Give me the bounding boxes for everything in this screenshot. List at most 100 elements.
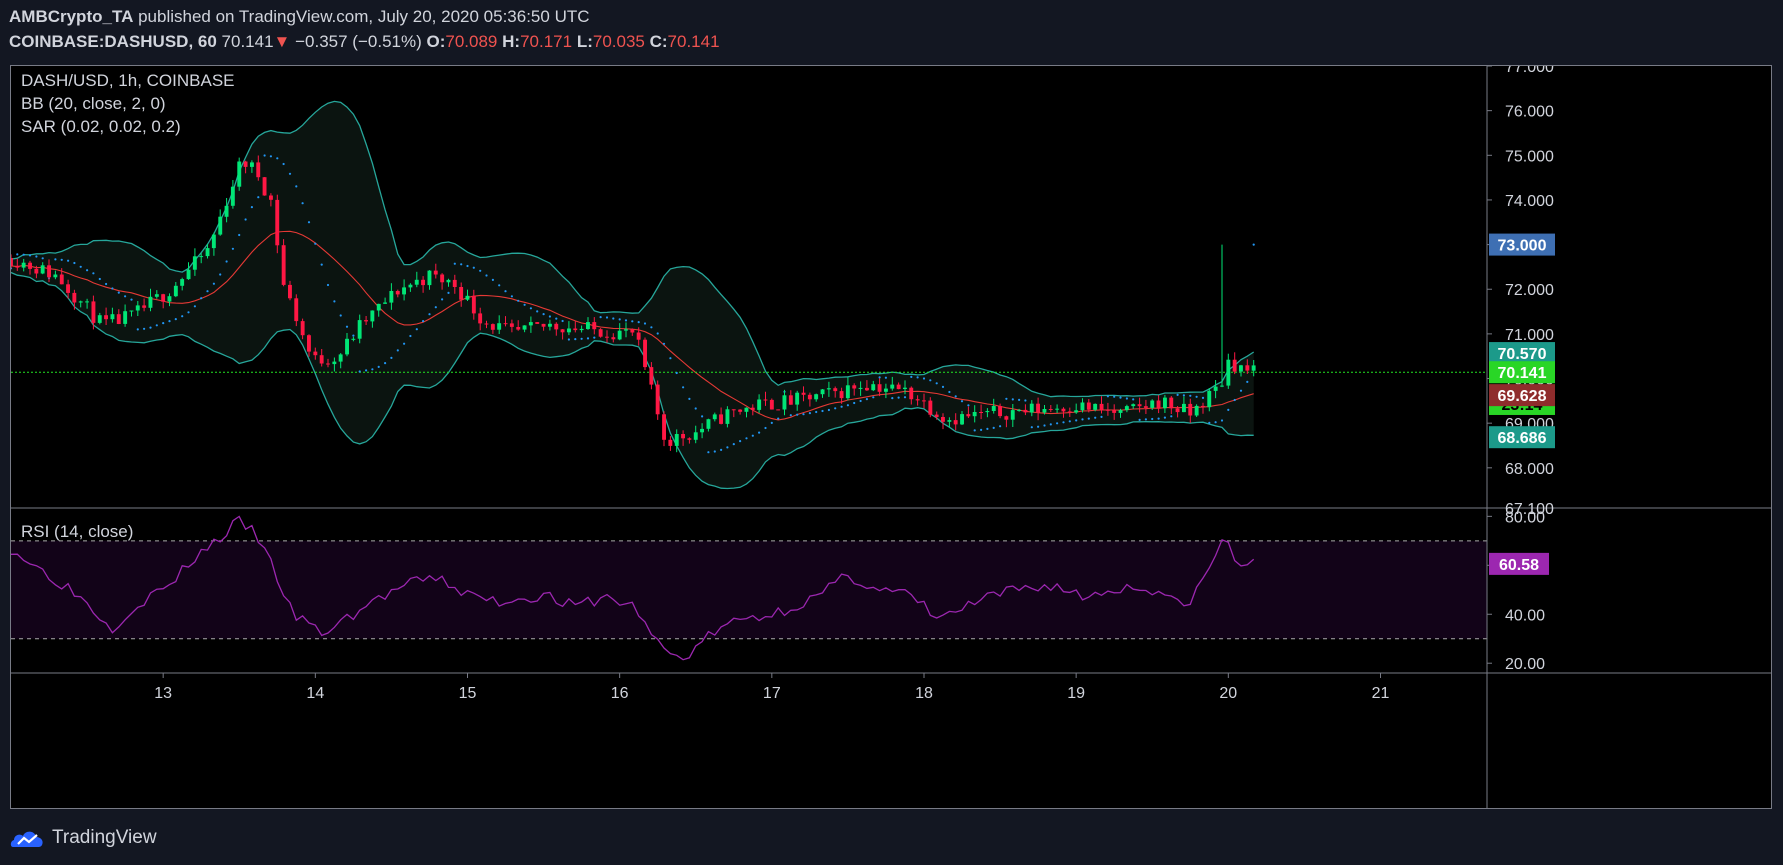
candle-body[interactable] bbox=[1067, 411, 1072, 413]
price-axis-label[interactable] bbox=[1489, 426, 1555, 449]
candle-body[interactable] bbox=[275, 199, 280, 246]
candle-body[interactable] bbox=[288, 284, 292, 299]
candle-body[interactable] bbox=[237, 161, 242, 187]
candle-body[interactable] bbox=[1048, 409, 1053, 410]
candle-body[interactable] bbox=[1061, 408, 1066, 412]
candle-body[interactable] bbox=[535, 322, 540, 324]
candle-body[interactable] bbox=[979, 412, 983, 413]
candle-body[interactable] bbox=[541, 323, 546, 327]
candle-body[interactable] bbox=[34, 268, 39, 274]
candle-body[interactable] bbox=[433, 270, 438, 275]
candle-body[interactable] bbox=[440, 274, 445, 283]
candle-body[interactable] bbox=[700, 428, 704, 433]
candle-body[interactable] bbox=[725, 409, 730, 424]
candle-body[interactable] bbox=[858, 387, 863, 389]
chart-canvas[interactable]: 67.10068.00069.00070.00071.00072.00073.0… bbox=[9, 59, 1771, 808]
candle-body[interactable] bbox=[218, 216, 223, 235]
candle-body[interactable] bbox=[554, 323, 559, 330]
sar-legend[interactable]: SAR (0.02, 0.02, 0.2) bbox=[21, 117, 181, 136]
candle-body[interactable] bbox=[624, 329, 628, 331]
candle-body[interactable] bbox=[636, 332, 641, 340]
candle-body[interactable] bbox=[186, 269, 191, 280]
candle-body[interactable] bbox=[522, 325, 527, 330]
candle-body[interactable] bbox=[192, 256, 197, 270]
candle-body[interactable] bbox=[1055, 408, 1060, 410]
candle-body[interactable] bbox=[376, 303, 381, 311]
candle-body[interactable] bbox=[110, 314, 115, 320]
candle-body[interactable] bbox=[972, 412, 977, 417]
candle-body[interactable] bbox=[370, 310, 375, 322]
candle-body[interactable] bbox=[383, 302, 387, 304]
candle-body[interactable] bbox=[15, 265, 20, 268]
symbol-label[interactable]: COINBASE:DASHUSD, 60 bbox=[9, 32, 217, 51]
candle-body[interactable] bbox=[579, 328, 584, 331]
candle-body[interactable] bbox=[744, 407, 749, 412]
candle-body[interactable] bbox=[896, 384, 901, 390]
candle-body[interactable] bbox=[719, 414, 723, 424]
candle-body[interactable] bbox=[668, 439, 673, 446]
candle-body[interactable] bbox=[1017, 409, 1021, 411]
candle-body[interactable] bbox=[662, 414, 666, 440]
candle-body[interactable] bbox=[820, 389, 825, 395]
candle-body[interactable] bbox=[484, 323, 489, 325]
candle-body[interactable] bbox=[59, 274, 64, 285]
candle-body[interactable] bbox=[47, 265, 51, 278]
bb-lower-line[interactable] bbox=[10, 271, 1254, 490]
author-name[interactable]: AMBCrypto_TA bbox=[9, 7, 134, 26]
candle-body[interactable] bbox=[1074, 410, 1079, 413]
candle-body[interactable] bbox=[903, 387, 907, 389]
candle-body[interactable] bbox=[1036, 403, 1040, 413]
candle-body[interactable] bbox=[807, 394, 812, 400]
price-axis-label[interactable] bbox=[1489, 361, 1555, 384]
candle-body[interactable] bbox=[104, 315, 108, 320]
candle-body[interactable] bbox=[1042, 409, 1047, 413]
candle-body[interactable] bbox=[471, 295, 476, 314]
candle-body[interactable] bbox=[281, 245, 286, 285]
candle-body[interactable] bbox=[1093, 403, 1098, 410]
candle-body[interactable] bbox=[173, 285, 178, 297]
candle-body[interactable] bbox=[630, 329, 635, 333]
candle-body[interactable] bbox=[757, 399, 762, 410]
candle-body[interactable] bbox=[763, 399, 768, 401]
candle-body[interactable] bbox=[776, 409, 781, 411]
candle-body[interactable] bbox=[307, 335, 311, 352]
tradingview-logo-icon[interactable] bbox=[10, 827, 46, 849]
candle-body[interactable] bbox=[313, 351, 318, 356]
candle-body[interactable] bbox=[142, 305, 147, 308]
candle-body[interactable] bbox=[738, 409, 743, 412]
candle-body[interactable] bbox=[85, 301, 89, 303]
candle-body[interactable] bbox=[345, 338, 349, 355]
candle-body[interactable] bbox=[548, 323, 552, 327]
candle-body[interactable] bbox=[605, 336, 609, 338]
rsi-line[interactable] bbox=[10, 515, 1255, 661]
candle-body[interactable] bbox=[788, 395, 793, 405]
candle-body[interactable] bbox=[687, 438, 692, 440]
candle-body[interactable] bbox=[1118, 410, 1123, 413]
candle-body[interactable] bbox=[78, 301, 83, 303]
bb-upper-line[interactable] bbox=[10, 100, 1255, 398]
candle-body[interactable] bbox=[262, 177, 267, 196]
candle-body[interactable] bbox=[1201, 405, 1205, 408]
candle-body[interactable] bbox=[1163, 397, 1167, 409]
candle-body[interactable] bbox=[598, 329, 603, 337]
candle-body[interactable] bbox=[1226, 359, 1231, 386]
candle-body[interactable] bbox=[643, 339, 647, 368]
candle-body[interactable] bbox=[250, 162, 254, 167]
candle-body[interactable] bbox=[706, 419, 711, 429]
candle-body[interactable] bbox=[1080, 402, 1085, 411]
candle-body[interactable] bbox=[1137, 404, 1142, 407]
candle-body[interactable] bbox=[991, 406, 996, 411]
candle-body[interactable] bbox=[674, 434, 679, 446]
candle-body[interactable] bbox=[516, 327, 521, 330]
candle-body[interactable] bbox=[1251, 365, 1256, 371]
candle-body[interactable] bbox=[611, 337, 616, 340]
price-axis-label[interactable] bbox=[1489, 233, 1555, 256]
candle-body[interactable] bbox=[230, 186, 235, 206]
candle-body[interactable] bbox=[509, 323, 514, 327]
candle-body[interactable] bbox=[890, 384, 895, 389]
candle-body[interactable] bbox=[966, 414, 971, 417]
candle-body[interactable] bbox=[1182, 403, 1186, 413]
candle-body[interactable] bbox=[649, 367, 654, 385]
candle-body[interactable] bbox=[1029, 403, 1034, 413]
bb-legend[interactable]: BB (20, close, 2, 0) bbox=[21, 94, 166, 113]
